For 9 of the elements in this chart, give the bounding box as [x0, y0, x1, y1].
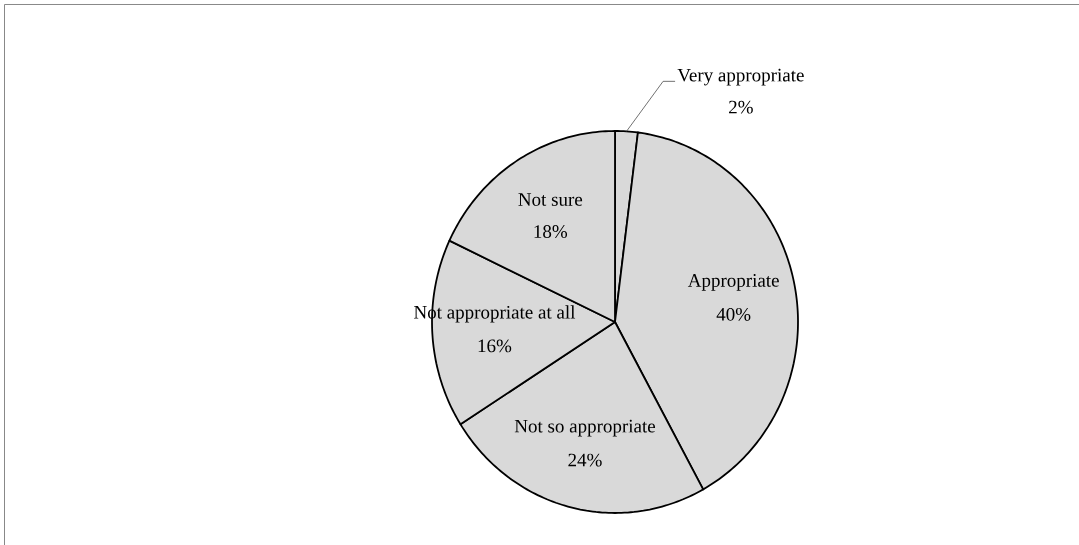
slice-label: Not so appropriate: [514, 419, 656, 437]
data-label: 18%: [534, 225, 568, 238]
data-label: 40%: [716, 307, 751, 321]
slice-label: Very appropriate: [677, 68, 804, 86]
slice-label: Not sure: [518, 193, 583, 206]
data-label: 2%: [729, 100, 753, 114]
data-label: 16%: [478, 339, 512, 353]
data-label: 24%: [568, 453, 602, 467]
slice-label: Appropriate: [687, 274, 779, 291]
